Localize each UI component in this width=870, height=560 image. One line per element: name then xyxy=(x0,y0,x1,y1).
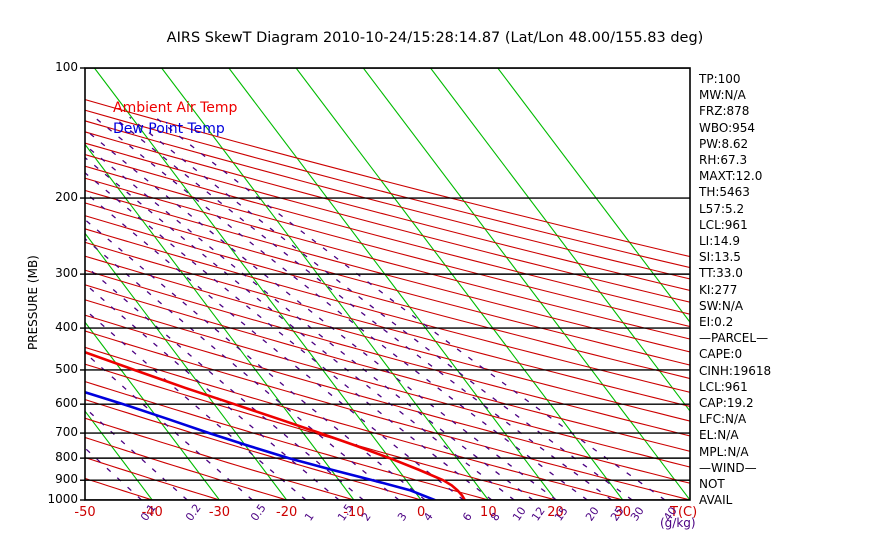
axis-label-mixing-ratio: (g/kg) xyxy=(660,516,696,530)
stat-line: TH:5463 xyxy=(699,185,750,200)
pressure-tick-label: 500 xyxy=(55,361,78,376)
pressure-tick-label: 600 xyxy=(55,396,78,411)
stat-line: LCL:961 xyxy=(699,379,748,394)
stat-line: MW:N/A xyxy=(699,88,746,103)
legend-ambient-air-temp: Ambient Air Temp xyxy=(113,100,238,116)
stat-line: L57:5.2 xyxy=(699,201,745,216)
page-title: AIRS SkewT Diagram 2010-10-24/15:28:14.8… xyxy=(166,30,704,46)
pressure-tick-label: 800 xyxy=(55,450,78,465)
stat-line: SI:13.5 xyxy=(699,250,741,265)
bottom-temp-tick-label: 20 xyxy=(547,505,564,520)
stat-line: —PARCEL— xyxy=(699,331,769,346)
stat-line: CAPE:0 xyxy=(699,347,743,362)
stat-line: LI:14.9 xyxy=(699,234,740,248)
stat-line: NOT xyxy=(699,477,725,491)
stat-line: CAP:19.2 xyxy=(699,396,754,410)
stat-line: WBO:954 xyxy=(699,120,756,135)
stat-line: KI:277 xyxy=(699,282,738,297)
bottom-temp-tick-label: 30 xyxy=(614,505,632,520)
stat-line: TP:100 xyxy=(699,72,741,86)
bottom-temp-tick-label: -30 xyxy=(208,505,231,520)
pressure-tick-label: 200 xyxy=(55,190,78,205)
stat-line: SW:N/A xyxy=(699,298,744,313)
stat-line: FRZ:878 xyxy=(699,104,750,119)
bottom-temp-tick-label: -50 xyxy=(74,505,96,520)
stat-line: —WIND— xyxy=(699,460,757,475)
pressure-tick-label: 1000 xyxy=(47,492,78,506)
bottom-temp-tick-label: 10 xyxy=(480,505,497,520)
bottom-temp-tick-label: -40 xyxy=(141,505,163,520)
pressure-tick-label: 400 xyxy=(55,320,78,335)
bottom-temp-tick-label: -10 xyxy=(343,505,365,520)
stat-line: EL:N/A xyxy=(699,428,739,443)
pressure-tick-label: 900 xyxy=(55,472,78,487)
legend-dew-point-temp: Dew Point Temp xyxy=(113,121,225,137)
axis-label-temperature: T(C) xyxy=(670,505,698,520)
stat-line: CINH:19618 xyxy=(699,363,772,378)
stat-line: MPL:N/A xyxy=(699,444,749,459)
stat-line: LCL:961 xyxy=(699,217,748,232)
pressure-tick-label: 300 xyxy=(55,266,78,281)
pressure-tick-label: 700 xyxy=(55,425,78,440)
stat-line: MAXT:12.0 xyxy=(699,169,763,184)
bottom-temp-tick-label: 0 xyxy=(416,505,426,520)
stat-line: AVAIL xyxy=(699,493,733,508)
bottom-temp-tick-label: -20 xyxy=(276,505,298,520)
stat-line: TT:33.0 xyxy=(699,266,743,281)
stat-line: LFC:N/A xyxy=(699,412,747,427)
axis-label-pressure: PRESSURE (MB) xyxy=(26,255,40,350)
stat-line: RH:67.3 xyxy=(699,153,748,167)
stat-line: PW:8.62 xyxy=(699,136,749,151)
pressure-tick-label: 100 xyxy=(55,60,78,74)
stat-line: EI:0.2 xyxy=(699,315,734,329)
